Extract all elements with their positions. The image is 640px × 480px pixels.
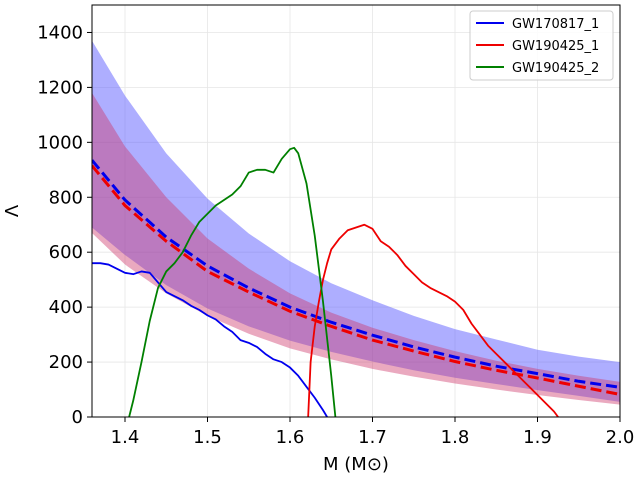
x-tick-label-5: 1.9 <box>523 427 552 448</box>
legend-label-GW190425_2: GW190425_2 <box>512 61 599 76</box>
y-tick-label-7: 1400 <box>37 22 83 43</box>
y-tick-label-3: 600 <box>49 242 83 263</box>
y-axis-label: Λ <box>2 204 23 217</box>
y-tick-label-4: 800 <box>49 187 83 208</box>
y-tick-label-2: 400 <box>49 297 83 318</box>
legend-label-GW190425_1: GW190425_1 <box>512 39 599 54</box>
x-tick-label-6: 2.0 <box>606 427 635 448</box>
legend-box <box>469 10 614 81</box>
legend-label-GW170817_1: GW170817_1 <box>512 17 599 32</box>
legend: GW170817_1 GW190425_1 GW190425_2 <box>469 10 614 81</box>
x-tick-label-3: 1.7 <box>358 427 387 448</box>
x-tick-label-2: 1.6 <box>276 427 305 448</box>
x-tick-label-1: 1.5 <box>193 427 222 448</box>
y-tick-label-5: 1000 <box>37 132 83 153</box>
x-tick-label-0: 1.4 <box>111 427 140 448</box>
data-lines <box>92 146 620 417</box>
y-tick-label-0: 0 <box>72 407 83 428</box>
series-line-GW190425_1 <box>307 223 559 417</box>
series-line-GW170817_1 <box>92 262 328 417</box>
x-axis-label: M (M⊙) <box>323 454 389 475</box>
plot-frame <box>91 4 621 418</box>
y-tick-label-6: 1200 <box>37 77 83 98</box>
blue-band <box>92 40 620 402</box>
red-band <box>92 92 620 405</box>
axes: 1.4 1.5 1.6 1.7 1.8 1.9 2.0 0 200 400 600 800 1000 12… <box>37 4 635 448</box>
blue-dashed-median <box>92 159 620 389</box>
x-tick-label-4: 1.8 <box>441 427 470 448</box>
y-tick-label-1: 200 <box>49 352 83 373</box>
confidence-bands <box>92 40 620 405</box>
series-line-GW190425_2 <box>128 146 337 417</box>
red-dashed-median <box>92 164 620 396</box>
